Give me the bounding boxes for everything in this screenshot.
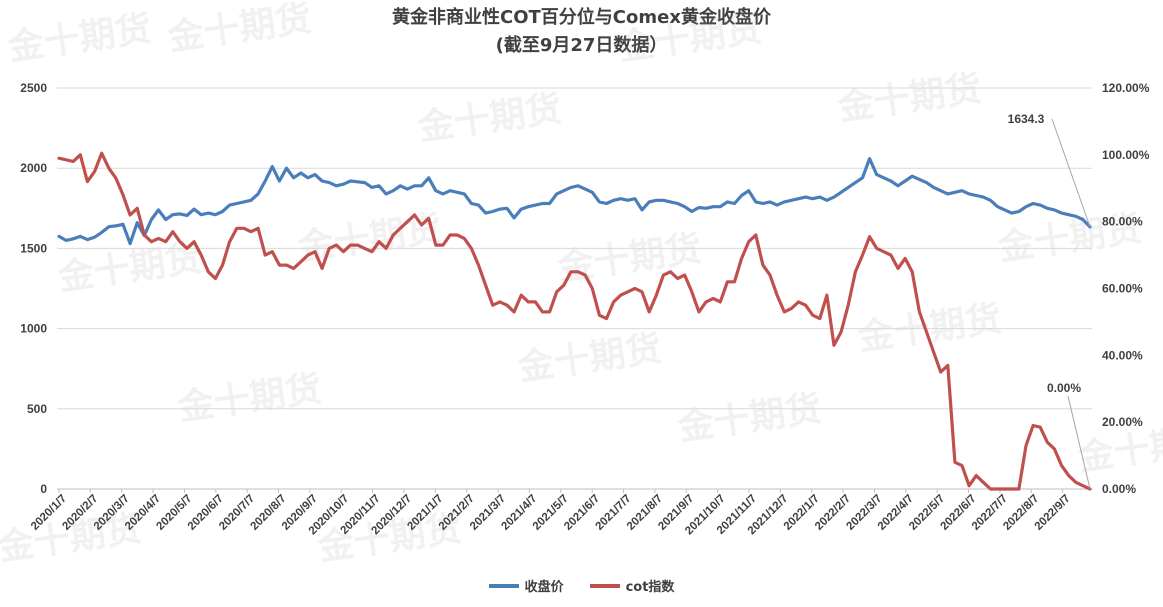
data-label-1: 0.00%	[1047, 381, 1081, 395]
watermark-3: 金十期货	[834, 67, 983, 129]
legend-item-close: 收盘价	[488, 576, 564, 595]
leader-line-0	[1051, 118, 1091, 228]
watermark-1: 金十期货	[414, 87, 563, 149]
left-tick-label: 0	[40, 482, 47, 496]
left-tick-label: 1000	[20, 322, 47, 336]
series-line-cot-index	[57, 151, 1092, 491]
leader-line-1	[1067, 395, 1091, 490]
data-label-0: 1634.3	[1008, 112, 1045, 126]
left-tick-label: 2000	[20, 161, 47, 175]
right-tick-label: 40.00%	[1102, 348, 1143, 362]
chart-legend: 收盘价 cot指数	[0, 576, 1163, 595]
watermark-9: 金十期货	[514, 327, 663, 389]
right-tick-label: 120.00%	[1102, 81, 1150, 95]
chart-subtitle: (截至9月27日数据）	[495, 35, 668, 56]
watermark-4: 金十期货	[54, 237, 203, 299]
watermark-0: 金十期货	[164, 0, 313, 59]
legend-swatch-cot	[589, 583, 620, 588]
left-tick-label: 2500	[20, 81, 47, 95]
right-tick-label: 100.00%	[1102, 148, 1150, 162]
legend-label-close: 收盘价	[524, 580, 564, 595]
watermark-2: 金十期货	[614, 7, 763, 69]
series-line-close-price	[57, 157, 1092, 246]
legend-item-cot: cot指数	[589, 576, 675, 595]
watermark-12: 金十期货	[4, 7, 153, 69]
watermark-10: 金十期货	[674, 387, 823, 449]
watermark-8: 金十期货	[174, 367, 323, 429]
left-tick-label: 500	[27, 402, 47, 416]
chart-title: 黄金非商业性COT百分位与Comex黄金收盘价	[392, 7, 771, 28]
left-tick-label: 1500	[20, 241, 47, 255]
legend-label-cot: cot指数	[625, 580, 675, 595]
legend-swatch-close	[488, 583, 519, 588]
watermark-6: 金十期货	[554, 227, 703, 289]
right-tick-label: 0.00%	[1102, 482, 1136, 496]
right-tick-label: 80.00%	[1102, 215, 1143, 229]
right-tick-label: 60.00%	[1102, 282, 1143, 296]
right-tick-label: 20.00%	[1102, 415, 1143, 429]
